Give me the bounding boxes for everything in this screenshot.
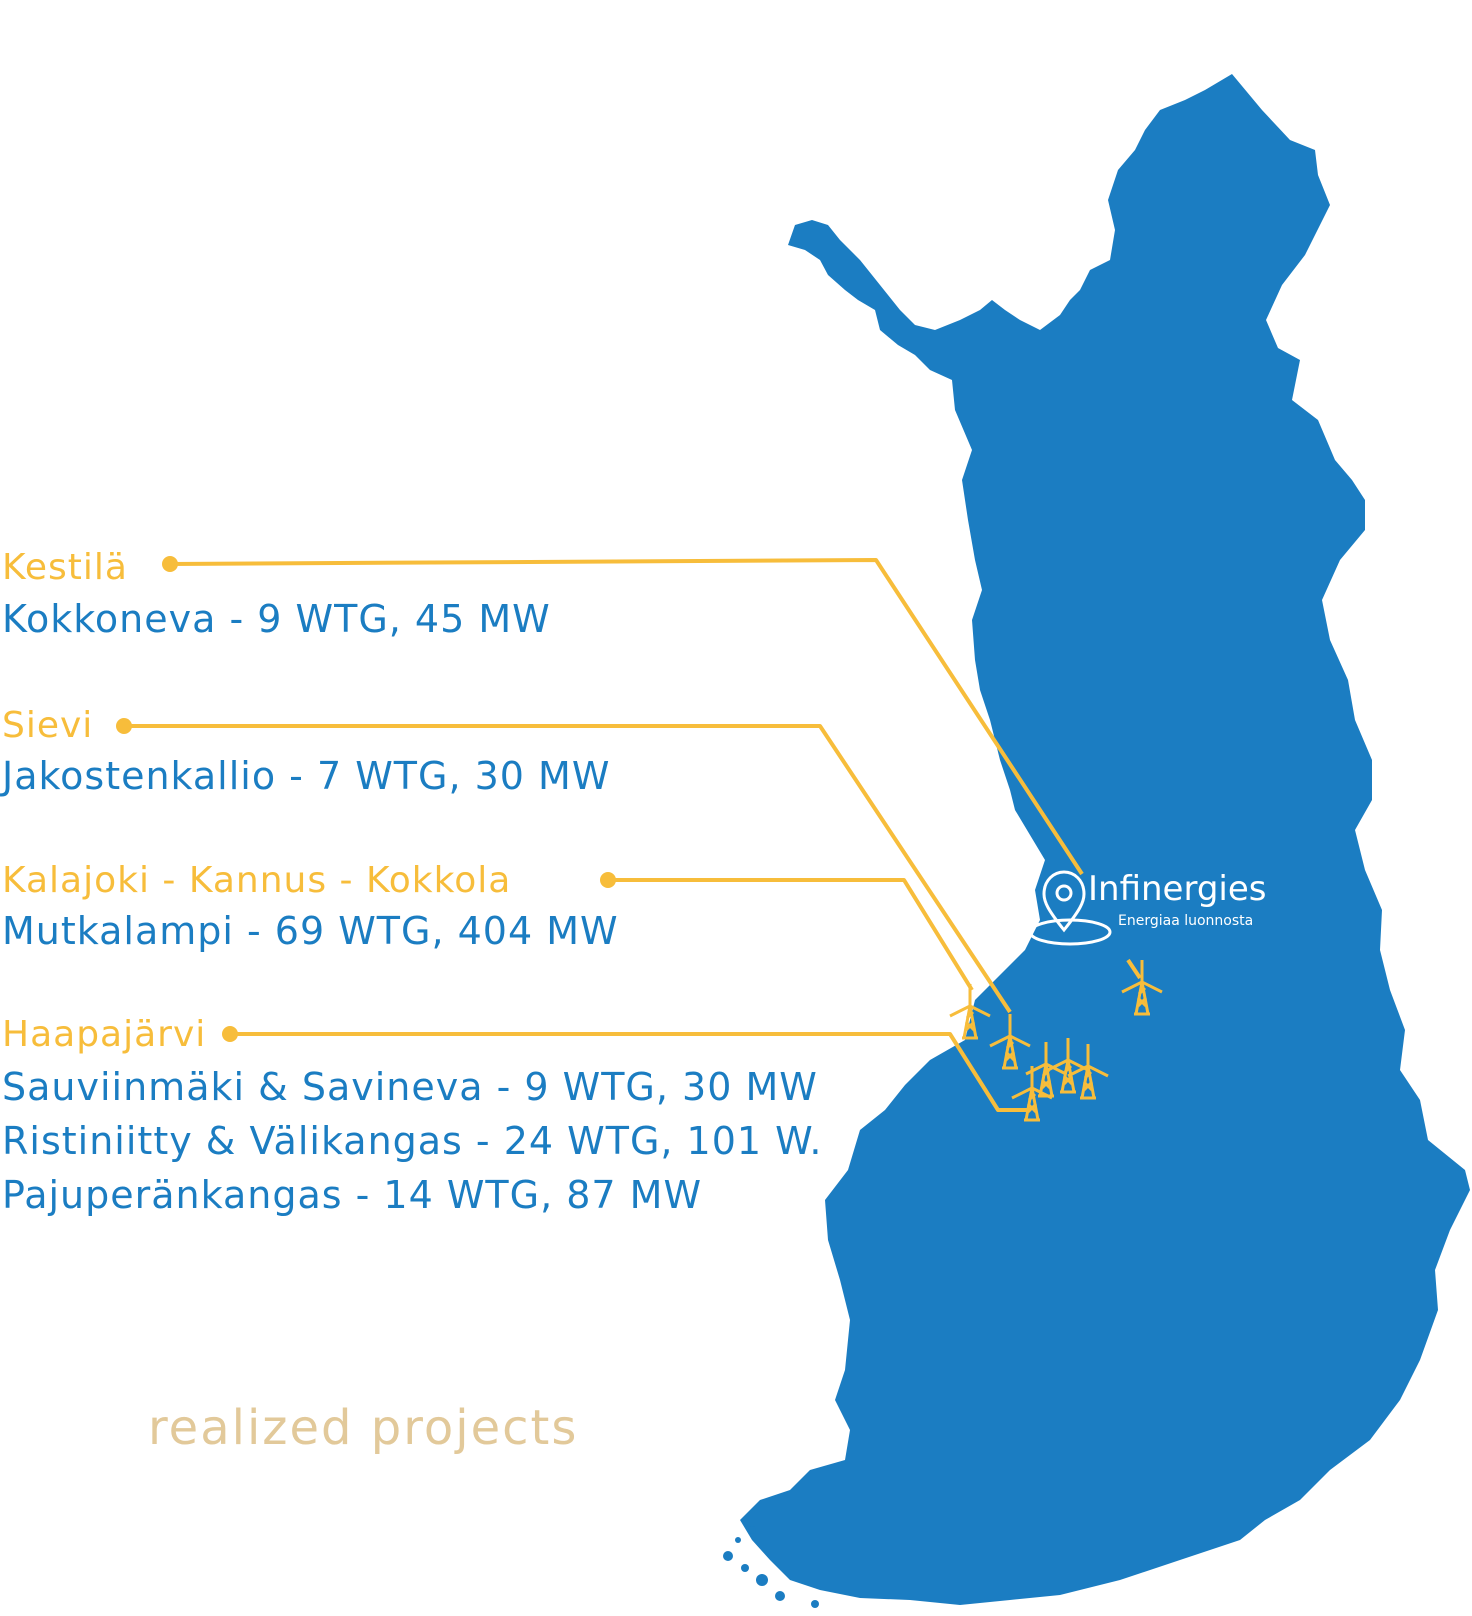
finland-shape (740, 74, 1470, 1605)
wind-turbine-icon (989, 1014, 1031, 1070)
leader-lines (116, 556, 1142, 1112)
project-line-pajuperankangas: Pajuperänkangas - 14 WTG, 87 MW (2, 1173, 703, 1217)
wind-turbine-icon (949, 984, 991, 1040)
archipelago-islands (723, 1526, 819, 1608)
infinergies-logo: Infinergies Energiaa luonnosta (1030, 872, 1267, 942)
logo-tagline: Energiaa luonnosta (1118, 913, 1254, 929)
location-pin-icon (1028, 870, 1112, 946)
place-label-haapajarvi: Haapajärvi (2, 1014, 207, 1055)
leader-line-sievi (124, 724, 1012, 1014)
place-label-kestila: Kestilä (2, 547, 128, 588)
wind-turbine-icon (1011, 1066, 1053, 1122)
wind-turbine-icon (1121, 960, 1163, 1016)
wind-turbine-icon (1067, 1044, 1109, 1100)
leader-line-kestila (169, 558, 1084, 876)
leader-line-haapajarvi (230, 1032, 1030, 1112)
logo-name: Infinergies (1088, 869, 1267, 909)
project-line-kokkoneva: Kokkoneva - 9 WTG, 45 MW (2, 597, 551, 641)
project-line-mutkalampi: Mutkalampi - 69 WTG, 404 MW (2, 909, 619, 953)
footer-label: realized projects (148, 1400, 579, 1456)
wind-turbines (949, 960, 1163, 1122)
leader-line-kalajoki (608, 878, 974, 992)
project-line-jakostenkallio: Jakostenkallio - 7 WTG, 30 MW (2, 754, 611, 798)
project-line-sauviinmaki: Sauviinmäki & Savineva - 9 WTG, 30 MW (2, 1065, 818, 1109)
place-label-kalajoki: Kalajoki - Kannus - Kokkola (2, 860, 512, 901)
leader-line-kestila-tail (1126, 958, 1142, 980)
place-label-sievi: Sievi (2, 705, 94, 746)
project-line-ristiniitty: Ristiniitty & Välikangas - 24 WTG, 101 W… (2, 1119, 823, 1163)
